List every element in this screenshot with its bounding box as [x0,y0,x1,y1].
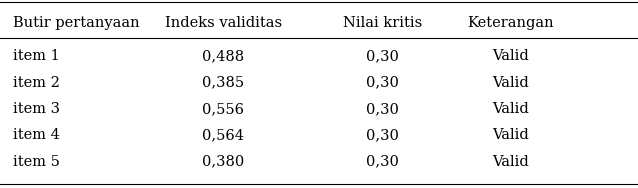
Text: 0,30: 0,30 [366,76,399,90]
Text: 0,556: 0,556 [202,102,244,116]
Text: Valid: Valid [492,76,529,90]
Text: Nilai kritis: Nilai kritis [343,16,422,30]
Text: item 5: item 5 [13,155,59,169]
Text: 0,564: 0,564 [202,128,244,142]
Text: 0,385: 0,385 [202,76,244,90]
Text: 0,30: 0,30 [366,128,399,142]
Text: Butir pertanyaan: Butir pertanyaan [13,16,139,30]
Text: Valid: Valid [492,128,529,142]
Text: Valid: Valid [492,102,529,116]
Text: item 4: item 4 [13,128,59,142]
Text: Valid: Valid [492,155,529,169]
Text: item 3: item 3 [13,102,60,116]
Text: 0,30: 0,30 [366,49,399,63]
Text: 0,30: 0,30 [366,102,399,116]
Text: Indeks validitas: Indeks validitas [165,16,282,30]
Text: 0,380: 0,380 [202,155,244,169]
Text: Valid: Valid [492,49,529,63]
Text: 0,488: 0,488 [202,49,244,63]
Text: item 1: item 1 [13,49,59,63]
Text: Keterangan: Keterangan [467,16,554,30]
Text: 0,30: 0,30 [366,155,399,169]
Text: item 2: item 2 [13,76,59,90]
